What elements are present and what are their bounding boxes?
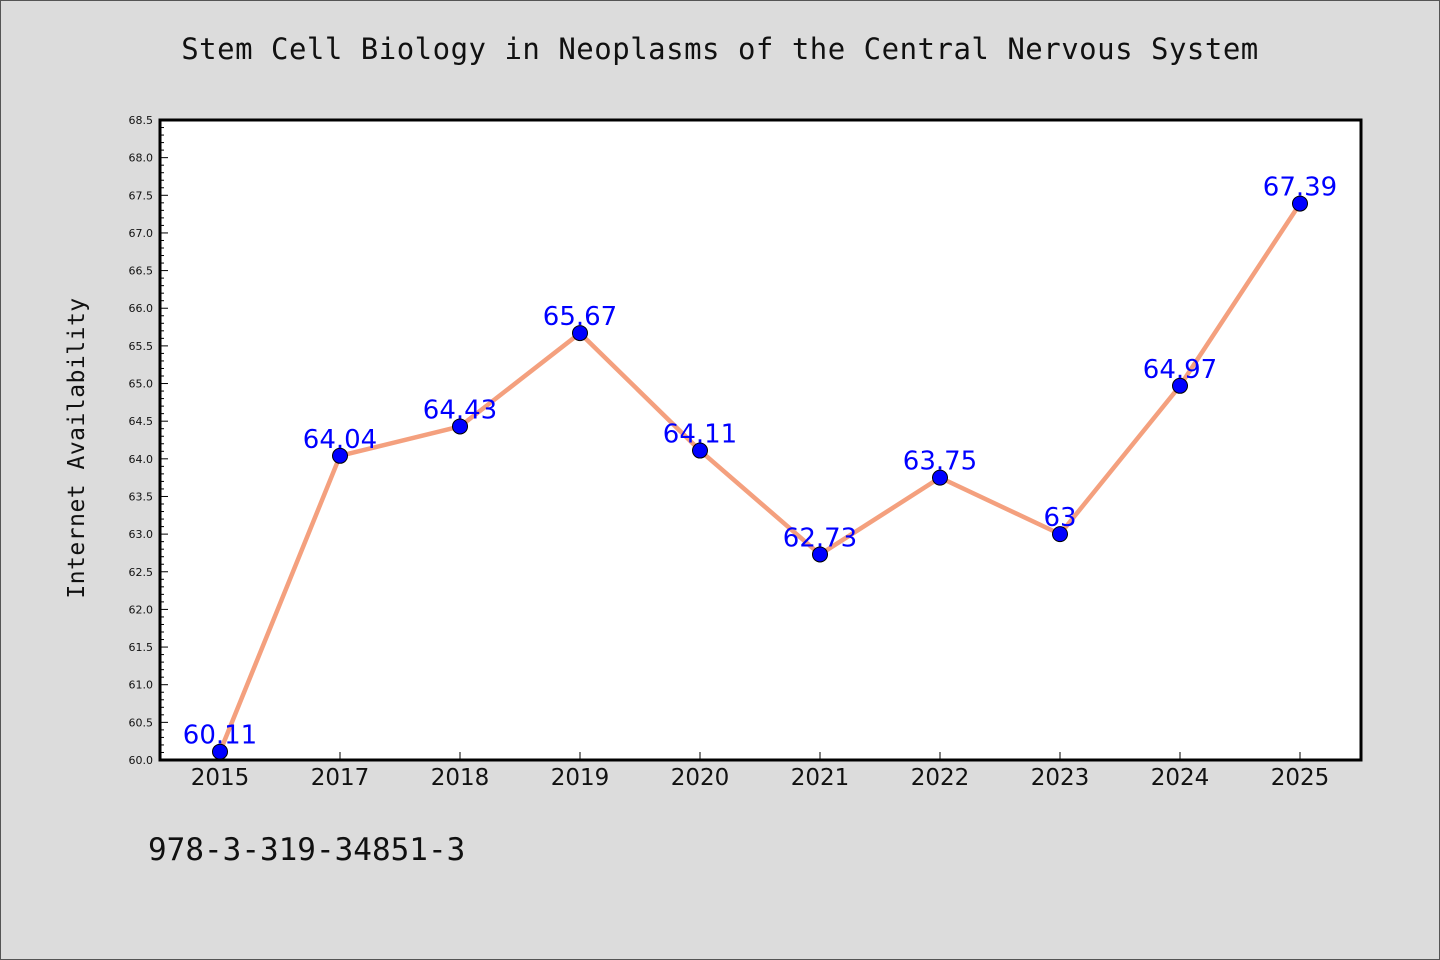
y-tick-label: 63.0: [129, 528, 154, 541]
y-tick-label: 66.5: [129, 265, 154, 278]
data-label: 67.39: [1263, 173, 1337, 203]
data-label: 60.11: [183, 721, 257, 751]
data-point: [1172, 377, 1188, 394]
y-tick-label: 68.5: [129, 114, 154, 127]
data-label: 63: [1043, 503, 1076, 533]
x-tick-label: 2020: [671, 765, 730, 791]
data-label: 64.11: [663, 420, 737, 450]
y-axis-label: Internet Availability: [64, 297, 90, 598]
data-point: [932, 469, 948, 486]
data-label: 63.75: [903, 447, 977, 477]
isbn-label: 978-3-319-34851-3: [148, 832, 466, 868]
x-tick-label: 2015: [191, 765, 250, 791]
data-point: [1292, 195, 1308, 212]
x-tick-label: 2023: [1031, 765, 1090, 791]
x-axis: 2015 2017 2018 2019 2020 2021 2022 2023 2024 2025: [191, 752, 1330, 791]
x-tick-label: 2024: [1151, 765, 1210, 791]
y-tick-label: 61.5: [129, 641, 154, 654]
x-tick-label: 2025: [1271, 765, 1330, 791]
y-tick-label: 65.0: [129, 378, 154, 391]
chart-title: Stem Cell Biology in Neoplasms of the Ce…: [181, 32, 1259, 66]
y-tick-label: 64.5: [129, 415, 154, 428]
data-point: [692, 442, 708, 459]
y-tick-label: 63.5: [129, 490, 154, 503]
x-tick-label: 2018: [431, 765, 490, 791]
y-tick-label: 65.5: [129, 340, 154, 353]
y-tick-label: 60.5: [129, 716, 154, 729]
y-tick-label: 68.0: [129, 152, 154, 165]
x-tick-label: 2022: [911, 765, 970, 791]
y-tick-label: 66.0: [129, 302, 154, 315]
y-tick-label: 67.5: [129, 189, 154, 202]
plot-border: [158, 118, 1363, 762]
data-labels: 60.11 64.04 64.43 65.67 64.11 62.73 63.75 63 64.…: [183, 173, 1337, 751]
data-point: [332, 447, 348, 464]
data-markers: [212, 195, 1308, 760]
data-label: 65.67: [543, 302, 617, 332]
x-tick-label: 2019: [551, 765, 610, 791]
y-tick-label: 64.0: [129, 453, 154, 466]
data-label: 64.43: [423, 395, 497, 425]
y-tick-label: 60.0: [129, 754, 154, 767]
series-line: [217, 202, 1302, 753]
x-tick-label: 2017: [311, 765, 370, 791]
y-tick-label: 62.0: [129, 603, 154, 616]
x-tick-label: 2021: [791, 765, 850, 791]
y-tick-label: 61.0: [129, 679, 154, 692]
data-point: [452, 418, 468, 435]
data-point: [572, 325, 588, 342]
plot-area: [160, 120, 1361, 760]
data-point: [812, 546, 828, 563]
y-tick-label: 67.0: [129, 227, 154, 240]
y-tick-label: 62.5: [129, 566, 154, 579]
data-label: 64.97: [1143, 355, 1217, 385]
data-label: 64.04: [303, 425, 377, 455]
data-point: [1052, 526, 1068, 543]
data-label: 62.73: [783, 523, 857, 553]
